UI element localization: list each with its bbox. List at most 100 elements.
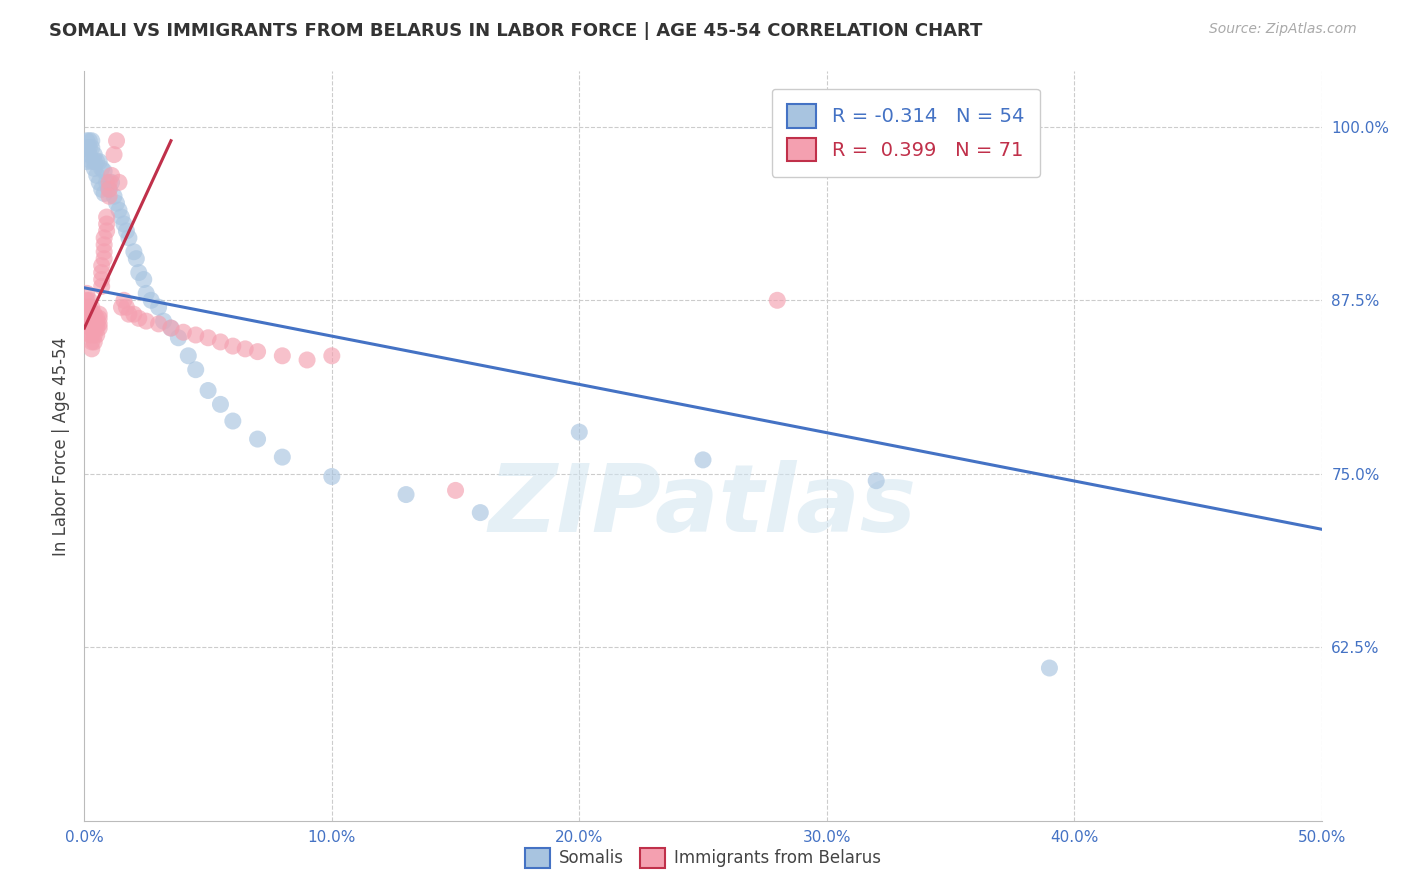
Point [108, 203, 131, 218]
Point [692, 453, 714, 467]
Point [90, 272, 112, 286]
Point [118, 231, 141, 245]
Point [233, 342, 256, 356]
Point [83, 317, 105, 331]
Point [80, 314, 103, 328]
Point [93, 244, 115, 259]
Point [246, 432, 269, 446]
Point [209, 397, 232, 411]
Point [321, 469, 343, 483]
Point [83, 307, 105, 321]
Point [172, 325, 194, 339]
Point [128, 266, 150, 280]
Point [766, 293, 789, 308]
Point [93, 252, 115, 266]
Point [103, 147, 125, 161]
Point [148, 317, 170, 331]
Point [90, 259, 112, 273]
Point [122, 307, 145, 321]
Point [89, 321, 111, 335]
Point [103, 189, 125, 203]
Point [86, 328, 108, 343]
Point [93, 164, 115, 178]
Legend: R = -0.314   N = 54, R =  0.399   N = 71: R = -0.314 N = 54, R = 0.399 N = 71 [772, 88, 1039, 177]
Point [125, 252, 148, 266]
Point [79, 293, 101, 308]
Point [93, 237, 115, 252]
Point [79, 300, 101, 314]
Text: Source: ZipAtlas.com: Source: ZipAtlas.com [1209, 22, 1357, 37]
Point [80, 321, 103, 335]
Point [222, 339, 245, 353]
Point [96, 224, 118, 238]
Point [160, 321, 183, 335]
Point [89, 307, 111, 321]
Point [110, 210, 132, 224]
Point [76, 141, 98, 155]
Point [118, 307, 141, 321]
Point [96, 175, 118, 189]
Point [93, 186, 115, 201]
Point [83, 328, 105, 343]
Point [76, 154, 98, 169]
Point [79, 321, 101, 335]
Point [80, 328, 103, 343]
Point [209, 334, 232, 349]
Point [83, 311, 105, 326]
Point [100, 169, 122, 183]
Point [79, 147, 101, 161]
Point [184, 328, 207, 343]
Point [568, 425, 591, 439]
Legend: Somalis, Immigrants from Belarus: Somalis, Immigrants from Belarus [519, 841, 887, 875]
Point [141, 293, 163, 308]
Point [112, 217, 135, 231]
Point [96, 210, 118, 224]
Point [89, 317, 111, 331]
Point [79, 328, 101, 343]
Point [152, 314, 174, 328]
Y-axis label: In Labor Force | Age 45-54: In Labor Force | Age 45-54 [52, 336, 70, 556]
Point [246, 344, 269, 359]
Point [79, 134, 101, 148]
Point [80, 300, 103, 314]
Point [98, 182, 121, 196]
Point [76, 293, 98, 308]
Point [83, 154, 105, 169]
Point [197, 331, 219, 345]
Point [89, 311, 111, 326]
Point [83, 147, 105, 161]
Point [108, 175, 131, 189]
Point [470, 506, 492, 520]
Point [80, 342, 103, 356]
Point [89, 175, 111, 189]
Point [76, 300, 98, 314]
Point [83, 334, 105, 349]
Point [89, 154, 111, 169]
Point [110, 300, 132, 314]
Point [115, 300, 138, 314]
Point [86, 154, 108, 169]
Point [865, 474, 887, 488]
Point [177, 349, 200, 363]
Point [132, 272, 155, 286]
Point [1038, 661, 1060, 675]
Point [79, 307, 101, 321]
Point [105, 134, 128, 148]
Point [76, 314, 98, 328]
Point [76, 286, 98, 301]
Point [105, 196, 128, 211]
Point [90, 161, 112, 176]
Point [128, 311, 150, 326]
Point [80, 334, 103, 349]
Point [98, 189, 121, 203]
Point [295, 353, 318, 368]
Point [135, 314, 157, 328]
Point [98, 182, 121, 196]
Point [79, 141, 101, 155]
Point [135, 286, 157, 301]
Point [112, 293, 135, 308]
Point [93, 231, 115, 245]
Point [90, 182, 112, 196]
Point [148, 300, 170, 314]
Text: ZIPatlas: ZIPatlas [489, 460, 917, 552]
